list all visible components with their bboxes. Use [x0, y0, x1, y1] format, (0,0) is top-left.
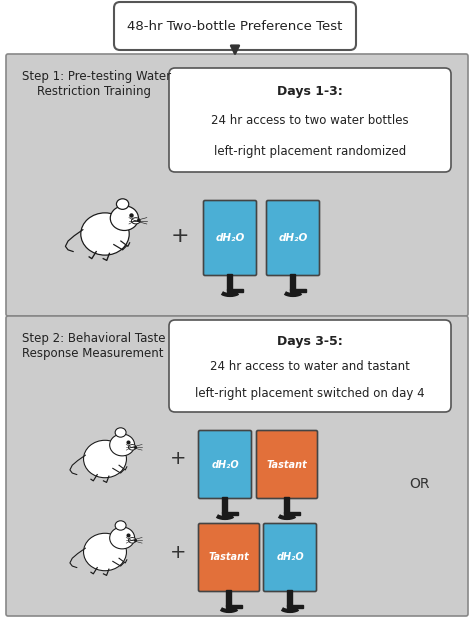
Text: left-right placement randomized: left-right placement randomized — [214, 145, 406, 158]
FancyBboxPatch shape — [114, 2, 356, 50]
Ellipse shape — [83, 533, 127, 571]
FancyBboxPatch shape — [6, 54, 468, 316]
FancyBboxPatch shape — [266, 200, 319, 275]
Text: 48-hr Two-bottle Preference Test: 48-hr Two-bottle Preference Test — [128, 19, 343, 33]
FancyArrow shape — [284, 511, 301, 515]
Text: +: + — [170, 543, 186, 562]
Ellipse shape — [115, 428, 126, 437]
Text: dH₂O: dH₂O — [276, 553, 304, 563]
Ellipse shape — [110, 206, 138, 230]
FancyArrow shape — [228, 289, 244, 292]
Text: Step 1: Pre-testing Water
    Restriction Training: Step 1: Pre-testing Water Restriction Tr… — [22, 70, 171, 98]
Text: OR: OR — [410, 477, 430, 491]
Text: Tastant: Tastant — [266, 459, 307, 470]
Text: dH₂O: dH₂O — [278, 233, 308, 243]
Ellipse shape — [131, 218, 140, 224]
Bar — [288, 590, 292, 606]
FancyBboxPatch shape — [169, 320, 451, 412]
Ellipse shape — [128, 538, 136, 543]
Text: left-right placement switched on day 4: left-right placement switched on day 4 — [195, 386, 425, 399]
Ellipse shape — [115, 521, 126, 530]
Ellipse shape — [128, 444, 136, 450]
Bar — [228, 274, 233, 290]
Bar — [227, 590, 231, 606]
Text: 24 hr access to two water bottles: 24 hr access to two water bottles — [211, 113, 409, 126]
FancyArrow shape — [291, 289, 307, 292]
Ellipse shape — [81, 213, 129, 255]
Bar — [291, 274, 295, 290]
Ellipse shape — [109, 434, 135, 456]
Text: Days 3-5:: Days 3-5: — [277, 336, 343, 349]
Text: +: + — [170, 449, 186, 468]
Text: dH₂O: dH₂O — [211, 459, 239, 470]
Text: dH₂O: dH₂O — [215, 233, 245, 243]
Text: Days 1-3:: Days 1-3: — [277, 86, 343, 98]
FancyBboxPatch shape — [199, 523, 259, 592]
Ellipse shape — [109, 527, 135, 549]
FancyArrow shape — [227, 605, 243, 607]
Text: +: + — [171, 226, 189, 246]
FancyBboxPatch shape — [6, 316, 468, 616]
Text: Tastant: Tastant — [209, 553, 249, 563]
Bar — [222, 497, 228, 513]
FancyBboxPatch shape — [169, 68, 451, 172]
Text: 24 hr access to water and tastant: 24 hr access to water and tastant — [210, 359, 410, 372]
Ellipse shape — [83, 440, 127, 478]
FancyArrow shape — [222, 511, 238, 515]
FancyBboxPatch shape — [199, 431, 252, 498]
FancyBboxPatch shape — [264, 523, 317, 592]
FancyBboxPatch shape — [203, 200, 256, 275]
Bar — [284, 497, 290, 513]
FancyArrow shape — [288, 605, 303, 607]
Ellipse shape — [117, 199, 129, 209]
Text: Step 2: Behavioral Taste
Response Measurement: Step 2: Behavioral Taste Response Measur… — [22, 332, 165, 360]
FancyBboxPatch shape — [256, 431, 318, 498]
